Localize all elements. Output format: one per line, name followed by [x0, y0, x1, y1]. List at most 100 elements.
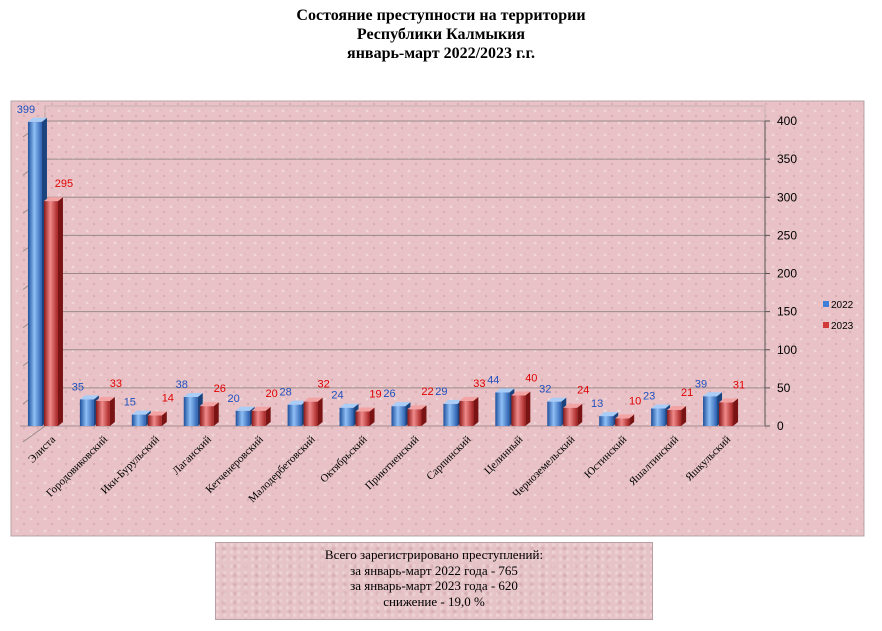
- data-label-2022: 28: [279, 387, 291, 399]
- bar-Приютненский-2022: [391, 406, 406, 426]
- bar-side-Октябрьский-2023: [369, 407, 375, 426]
- bar-top-Ики-Бурульский-2023: [147, 411, 167, 416]
- bar-side-Юстинский-2023: [629, 414, 635, 426]
- data-label-2023: 33: [110, 378, 122, 390]
- bar-top-Лаганский-2023: [199, 402, 219, 407]
- summary-box: Всего зарегистрировано преступлений: за …: [215, 542, 653, 620]
- bar-Яшалтинский-2022: [651, 408, 666, 426]
- data-label-2022: 15: [124, 397, 136, 409]
- data-label-2023: 14: [162, 392, 174, 404]
- y-tick-label: 400: [777, 114, 797, 128]
- data-label-2023: 21: [681, 387, 693, 399]
- bar-top-Элиста-2023: [43, 197, 63, 202]
- bar-side-Черноземельский-2023: [577, 403, 583, 426]
- bar-Сарпинский-2022: [443, 403, 458, 426]
- bar-side-Приютненский-2023: [421, 405, 427, 426]
- title-line-3: январь-март 2022/2023 г.г.: [347, 45, 535, 62]
- bar-top-Юстинский-2023: [615, 414, 635, 419]
- bar-top-Яшкульский-2023: [719, 398, 739, 403]
- bar-Юстинский-2023: [615, 418, 630, 426]
- bar-top-Октябрьский-2022: [339, 403, 359, 408]
- data-label-2022: 23: [643, 390, 655, 402]
- legend-label-2023: 2023: [831, 321, 854, 332]
- data-label-2022: 35: [72, 381, 84, 393]
- bar-Октябрьский-2022: [339, 407, 354, 426]
- summary-heading: Всего зарегистрировано преступлений:: [324, 547, 544, 562]
- bar-top-Черноземельский-2022: [547, 397, 567, 402]
- summary-change: снижение - 19,0 %: [383, 593, 485, 609]
- bar-Октябрьский-2023: [355, 411, 370, 426]
- bar-top-Приютненский-2022: [391, 402, 411, 407]
- bar-top-Малодербетовский-2023: [303, 397, 323, 402]
- bar-side-Сарпинский-2023: [473, 396, 479, 426]
- legend-swatch-2023: [823, 322, 829, 328]
- bar-Лаганский-2022: [183, 397, 198, 426]
- back-wall: [44, 105, 766, 427]
- bar-side-Кетченеровский-2023: [265, 406, 271, 426]
- bar-Городовиковский-2023: [95, 400, 110, 426]
- bar-top-Приютненский-2023: [407, 405, 427, 410]
- data-label-2022: 24: [331, 390, 343, 402]
- bar-top-Малодербетовский-2022: [287, 400, 307, 405]
- bar-Элиста-2022: [27, 121, 42, 426]
- bar-Ики-Бурульский-2022: [131, 414, 146, 426]
- data-label-2022: 20: [228, 393, 240, 405]
- data-label-2023: 295: [55, 178, 73, 190]
- bar-Целинный-2022: [495, 392, 510, 426]
- title-line-2: Республики Калмыкия: [356, 26, 526, 43]
- bar-top-Городовиковский-2022: [79, 395, 99, 400]
- bar-top-Сарпинский-2022: [443, 399, 463, 404]
- data-label-2023: 20: [266, 388, 278, 400]
- data-label-2022: 32: [539, 384, 551, 396]
- bar-Малодербетовский-2022: [287, 404, 302, 426]
- legend: 2022 2023: [823, 300, 854, 332]
- bar-top-Ики-Бурульский-2022: [131, 410, 151, 415]
- bar-Кетченеровский-2023: [251, 410, 266, 426]
- bar-side-Целинный-2023: [525, 391, 531, 426]
- y-tick-label: 100: [777, 343, 797, 357]
- gridline-diagonal: [22, 425, 46, 443]
- bar-Ики-Бурульский-2023: [147, 415, 162, 426]
- data-label-2022: 13: [591, 398, 603, 410]
- bar-side-Ики-Бурульский-2023: [161, 411, 167, 426]
- legend-swatch-2022: [823, 301, 829, 307]
- bar-Юстинский-2022: [599, 416, 614, 426]
- bar-Яшалтинский-2023: [667, 409, 682, 426]
- chart-title: Состояние преступности на территории Рес…: [0, 6, 882, 63]
- y-tick-label: 350: [777, 152, 797, 166]
- summary-2022: за январь-март 2022 года - 765: [350, 562, 518, 578]
- summary-2023: за январь-март 2023 года - 620: [350, 578, 518, 593]
- data-label-2022: 399: [17, 104, 35, 116]
- bar-side-Яшкульский-2023: [733, 398, 739, 426]
- bar-Малодербетовский-2023: [303, 401, 318, 426]
- bar-Приютненский-2023: [407, 409, 422, 426]
- bar-Лаганский-2023: [199, 406, 214, 426]
- bar-side-Элиста-2023: [57, 197, 63, 426]
- bar-side-Городовиковский-2023: [109, 396, 115, 426]
- y-tick-label: 250: [777, 228, 797, 242]
- y-tick-label: 50: [777, 381, 791, 395]
- bar-top-Юстинский-2022: [599, 412, 619, 417]
- data-label-2022: 38: [176, 379, 188, 391]
- bar-Черноземельский-2022: [547, 401, 562, 426]
- bar-top-Целинный-2023: [511, 391, 531, 396]
- bar-top-Кетченеровский-2022: [235, 406, 255, 411]
- data-label-2023: 32: [317, 379, 329, 391]
- bar-side-Малодербетовский-2023: [317, 397, 323, 426]
- bar-top-Октябрьский-2023: [355, 407, 375, 412]
- bar-Элиста-2023: [43, 201, 58, 426]
- bar-Яшкульский-2022: [703, 396, 718, 426]
- bar-Черноземельский-2023: [563, 407, 578, 426]
- bar-Сарпинский-2023: [459, 400, 474, 426]
- bar-side-Яшалтинский-2023: [681, 405, 687, 426]
- bar-top-Городовиковский-2023: [95, 396, 115, 401]
- data-label-2022: 26: [383, 388, 395, 400]
- bar-Кетченеровский-2022: [235, 410, 250, 426]
- legend-label-2022: 2022: [831, 300, 854, 311]
- bar-Городовиковский-2022: [79, 399, 94, 426]
- data-label-2023: 19: [369, 389, 381, 401]
- bar-top-Элиста-2022: [27, 117, 47, 122]
- data-label-2023: 10: [629, 395, 641, 407]
- bar-top-Черноземельский-2023: [563, 403, 583, 408]
